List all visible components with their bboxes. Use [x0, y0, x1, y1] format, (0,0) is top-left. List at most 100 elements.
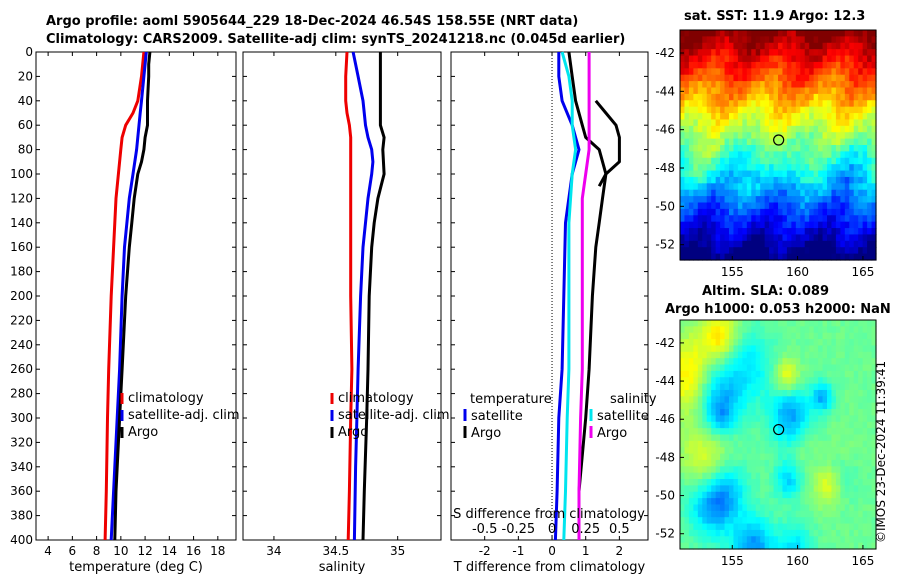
sla-map-cell	[818, 345, 824, 353]
sst-map-cell	[818, 247, 824, 255]
sst-map-cell	[782, 106, 788, 114]
sla-map-cell	[688, 529, 694, 537]
sla-map-cell	[782, 517, 788, 525]
sst-map-cell	[809, 215, 815, 223]
sst-map-cell	[693, 30, 699, 37]
sst-map-cell	[751, 183, 757, 191]
sst-map-cell	[693, 176, 699, 184]
sst-map-cell	[746, 132, 752, 140]
sst-map-cell	[853, 151, 859, 159]
sla-map-cell	[827, 402, 833, 410]
sst-map-cell	[724, 253, 730, 261]
sst-map-cell	[804, 132, 810, 140]
sst-map-cell	[831, 145, 837, 152]
sst-map-cell	[773, 87, 779, 95]
sst-map-cell	[831, 151, 837, 159]
sst-map-cell	[795, 113, 801, 121]
sst-map-cell	[702, 202, 708, 210]
sst-map-cell	[818, 202, 824, 210]
sst-map-cell	[818, 36, 824, 44]
sst-map-cell	[706, 208, 712, 216]
sla-map-cell	[835, 370, 841, 378]
sst-map-cell	[862, 208, 868, 216]
sla-map-cell	[706, 358, 712, 366]
sst-map-cell	[742, 240, 748, 248]
sla-map-cell	[702, 542, 708, 550]
sla-map-cell	[729, 339, 735, 347]
sla-map-cell	[778, 389, 784, 397]
sla-map-cell	[733, 345, 739, 353]
sst-map-cell	[760, 132, 766, 140]
sla-map-cell	[706, 377, 712, 385]
sla-map-cell	[795, 542, 801, 550]
sla-map-cell	[688, 402, 694, 410]
sst-map-cell	[680, 157, 686, 165]
sla-map-cell	[715, 466, 721, 474]
sla-map-cell	[715, 472, 721, 480]
sla-map-cell	[715, 421, 721, 429]
sla-map-cell	[849, 491, 855, 499]
sst-map-cell	[827, 196, 833, 204]
sst-map-cell	[769, 176, 775, 184]
sst-map-cell	[871, 113, 877, 121]
sla-map-cell	[800, 491, 806, 499]
sst-map-cell	[724, 81, 730, 89]
sla-map-cell	[822, 504, 828, 512]
sst-map-cell	[702, 208, 708, 216]
sst-map-cell	[822, 170, 828, 178]
sst-map-cell	[729, 215, 735, 223]
sst-map-cell	[858, 55, 864, 63]
sst-map-cell	[822, 157, 828, 165]
sla-map-cell	[755, 345, 761, 353]
sla-map-cell	[742, 409, 748, 417]
sst-map-cell	[853, 74, 859, 82]
sla-map-cell	[840, 434, 846, 442]
sla-map-cell	[778, 396, 784, 404]
sst-map-cell	[746, 68, 752, 76]
sla-map-cell	[702, 415, 708, 423]
sla-map-cell	[844, 434, 850, 442]
sst-map-cell	[706, 36, 712, 44]
sla-map-cell	[813, 440, 819, 448]
sst-map-cell	[827, 183, 833, 191]
sst-map-cell	[849, 55, 855, 63]
sla-map-cell	[791, 345, 797, 353]
sst-map-cell	[742, 61, 748, 69]
sst-map-cell	[804, 151, 810, 159]
sst-map-cell	[840, 61, 846, 69]
sla-map-cell	[746, 536, 752, 544]
sst-map-cell	[737, 138, 743, 146]
sla-map-cell	[715, 498, 721, 506]
sla-map-cell	[764, 339, 770, 347]
sst-map-cell	[804, 234, 810, 242]
sla-map-cell	[702, 351, 708, 359]
sla-map-cell	[711, 345, 717, 353]
sla-map-cell	[737, 409, 743, 417]
sla-map-cell	[822, 320, 828, 327]
sst-map-cell	[858, 138, 864, 146]
sst-map-cell	[769, 113, 775, 121]
sst-map-cell	[746, 42, 752, 50]
sst-map-cell	[764, 247, 770, 255]
sst-map-cell	[737, 30, 743, 37]
sla-map-cell	[844, 370, 850, 378]
sst-map-cell	[706, 49, 712, 57]
sla-map-cell	[693, 466, 699, 474]
sst-map-cell	[871, 247, 877, 255]
sst-map-cell	[778, 36, 784, 44]
sla-map-cell	[702, 339, 708, 347]
sla-map-cell	[760, 345, 766, 353]
sla-map-cell	[849, 523, 855, 531]
sst-map-cell	[688, 164, 694, 172]
sla-map-cell	[782, 402, 788, 410]
depth-tick-label: 260	[10, 362, 33, 376]
sst-map-cell	[751, 93, 757, 101]
sst-map-cell	[849, 36, 855, 44]
diff-series-salinity-satellite	[560, 51, 578, 541]
sla-map-cell	[729, 466, 735, 474]
sst-map-cell	[853, 113, 859, 121]
sla-map-cell	[760, 434, 766, 442]
sla-map-cell	[742, 320, 748, 327]
diff-legend-sal-argo: Argo	[597, 426, 627, 441]
sla-map-cell	[831, 389, 837, 397]
